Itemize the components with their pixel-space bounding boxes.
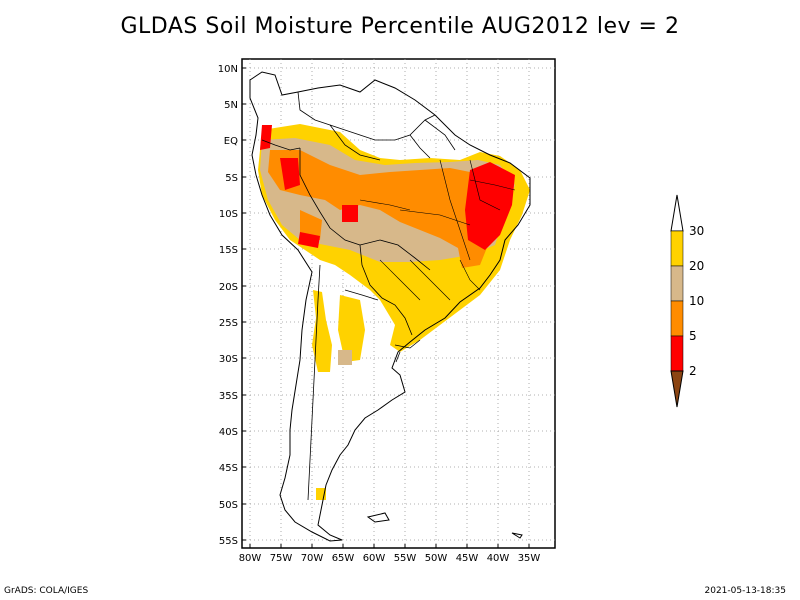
colorbar-label: 30 — [689, 224, 704, 238]
lon-label: 40W — [487, 553, 510, 564]
lat-label: 35S — [219, 391, 238, 402]
lat-label: 10S — [219, 209, 238, 220]
lat-label: 5N — [224, 100, 238, 111]
map-frame — [241, 58, 556, 549]
colorbar-cap-bottom — [670, 370, 684, 408]
lat-label: 25S — [219, 318, 238, 329]
colorbar-swatch-10-20 — [670, 265, 684, 302]
colorbar: 30 20 10 5 2 — [670, 194, 704, 408]
colorbar-label: 2 — [689, 364, 697, 378]
percentile-shading — [258, 124, 530, 500]
axis-ticks — [242, 67, 530, 548]
lon-label: 45W — [456, 553, 479, 564]
lat-label: EQ — [224, 136, 238, 147]
lat-label: 10N — [218, 64, 238, 75]
lon-label: 50W — [425, 553, 448, 564]
lat-label: 55S — [219, 536, 238, 547]
lat-label: 50S — [219, 500, 238, 511]
colorbar-label: 5 — [689, 329, 697, 343]
lat-label: 30S — [219, 354, 238, 365]
lat-label: 20S — [219, 282, 238, 293]
lon-label: 60W — [363, 553, 386, 564]
lat-label: 15S — [219, 245, 238, 256]
country-borders — [261, 91, 456, 501]
lon-label: 65W — [332, 553, 355, 564]
colorbar-label: 10 — [689, 294, 704, 308]
colorbar-cap-top — [670, 194, 684, 232]
state-borders — [359, 159, 516, 301]
map-title: GLDAS Soil Moisture Percentile AUG2012 l… — [120, 14, 680, 39]
lon-label: 35W — [518, 553, 541, 564]
lat-label: 45S — [219, 463, 238, 474]
colorbar-swatch-2-5 — [670, 335, 684, 372]
colorbar-swatch-20-30 — [670, 230, 684, 267]
footer-timestamp: 2021-05-13-18:35 — [704, 586, 787, 596]
lon-label: 80W — [239, 553, 262, 564]
lon-label: 75W — [270, 553, 293, 564]
lon-label: 70W — [301, 553, 324, 564]
lon-label: 55W — [394, 553, 417, 564]
lat-labels: 10N 5N EQ 5S 10S 15S 20S 25S 30S 35S 40S… — [218, 64, 238, 547]
lat-label: 5S — [225, 173, 238, 184]
lat-label: 40S — [219, 427, 238, 438]
colorbar-label: 20 — [689, 259, 704, 273]
colorbar-swatch-5-10 — [670, 300, 684, 337]
footer-credit: GrADS: COLA/IGES — [4, 586, 89, 596]
lon-labels: 80W 75W 70W 65W 60W 55W 50W 45W 40W 35W — [239, 553, 541, 564]
